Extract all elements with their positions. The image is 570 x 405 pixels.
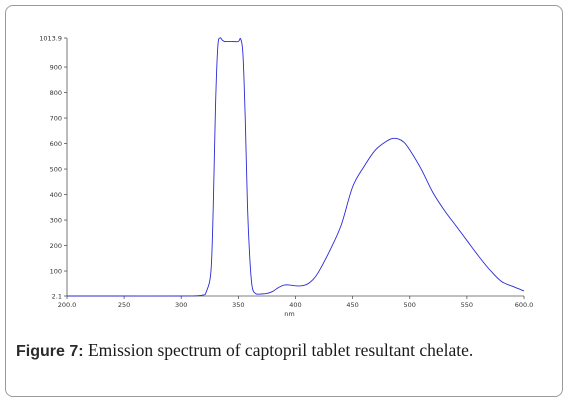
figure-caption-text: Emission spectrum of captopril tablet re…: [83, 340, 474, 360]
figure-frame: [5, 5, 563, 397]
chart-axes: [66, 38, 524, 297]
x-tick-label: 300: [175, 301, 187, 309]
y-tick-label: 600: [50, 140, 62, 148]
x-axis-label: nm: [284, 310, 294, 318]
figure-caption: Figure 7: Emission spectrum of captopril…: [16, 340, 556, 361]
y-tick-label: 200: [50, 242, 62, 250]
y-tick-label: 300: [50, 216, 62, 224]
chart-ticks: 2.1 100 200 300 400 500 600 700 800 900 1013.9 200.…: [39, 34, 533, 309]
y-tick-label: 2.1: [52, 292, 62, 300]
x-tick-label: 400: [289, 301, 301, 309]
y-tick-label: 1013.9: [39, 34, 62, 42]
y-tick-label: 500: [50, 165, 62, 173]
y-tick-label: 100: [50, 267, 62, 275]
x-tick-label: 550: [461, 301, 473, 309]
figure-label: Figure 7:: [16, 343, 84, 360]
x-tick-label: 350: [232, 301, 244, 309]
x-tick-label: 450: [346, 301, 358, 309]
x-tick-label: 250: [118, 301, 130, 309]
x-tick-label: 500: [404, 301, 416, 309]
x-tick-label: 200.0: [58, 301, 77, 309]
y-tick-label: 400: [50, 191, 62, 199]
y-tick-label: 700: [50, 114, 62, 122]
spectrum-line: [67, 37, 525, 297]
y-tick-label: 900: [50, 63, 62, 71]
y-tick-label: 800: [50, 89, 62, 97]
x-tick-label: 600.0: [515, 301, 534, 309]
